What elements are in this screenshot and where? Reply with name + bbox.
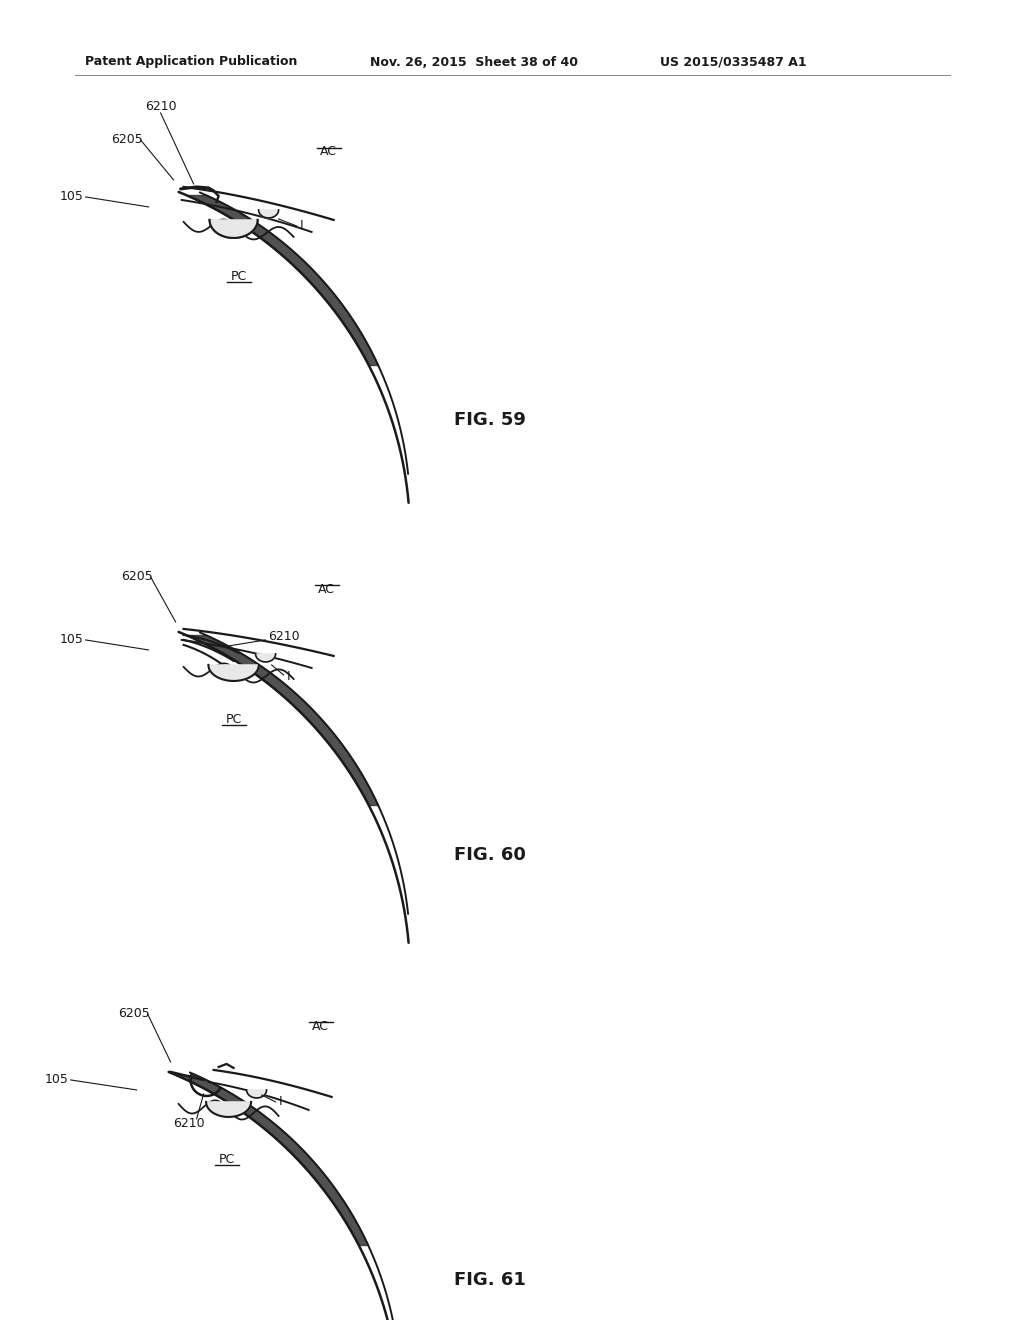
Text: PC: PC <box>225 713 242 726</box>
Text: 105: 105 <box>59 634 84 647</box>
Text: Patent Application Publication: Patent Application Publication <box>85 55 297 69</box>
Polygon shape <box>256 653 275 661</box>
Text: I: I <box>279 1096 283 1109</box>
Text: AC: AC <box>318 583 335 597</box>
Text: FIG. 59: FIG. 59 <box>454 411 526 429</box>
Text: AC: AC <box>312 1020 329 1034</box>
Text: 6205: 6205 <box>121 570 153 583</box>
Text: 6205: 6205 <box>111 133 142 147</box>
Text: 105: 105 <box>59 190 84 203</box>
Polygon shape <box>209 665 259 681</box>
Polygon shape <box>259 210 279 218</box>
Text: US 2015/0335487 A1: US 2015/0335487 A1 <box>660 55 807 69</box>
Text: 6210: 6210 <box>268 631 300 643</box>
Text: 6205: 6205 <box>118 1007 150 1020</box>
Text: PC: PC <box>230 271 247 284</box>
Polygon shape <box>247 1090 266 1098</box>
Text: 105: 105 <box>45 1073 69 1086</box>
Polygon shape <box>210 220 258 238</box>
Text: FIG. 61: FIG. 61 <box>454 1271 526 1290</box>
Text: PC: PC <box>218 1154 234 1167</box>
Text: I: I <box>300 219 303 232</box>
Text: AC: AC <box>321 145 337 158</box>
Text: 6210: 6210 <box>173 1118 205 1130</box>
Text: 6210: 6210 <box>144 100 176 114</box>
Text: FIG. 60: FIG. 60 <box>454 846 526 865</box>
Text: I: I <box>287 671 291 684</box>
Polygon shape <box>206 1102 251 1117</box>
Text: Nov. 26, 2015  Sheet 38 of 40: Nov. 26, 2015 Sheet 38 of 40 <box>370 55 578 69</box>
